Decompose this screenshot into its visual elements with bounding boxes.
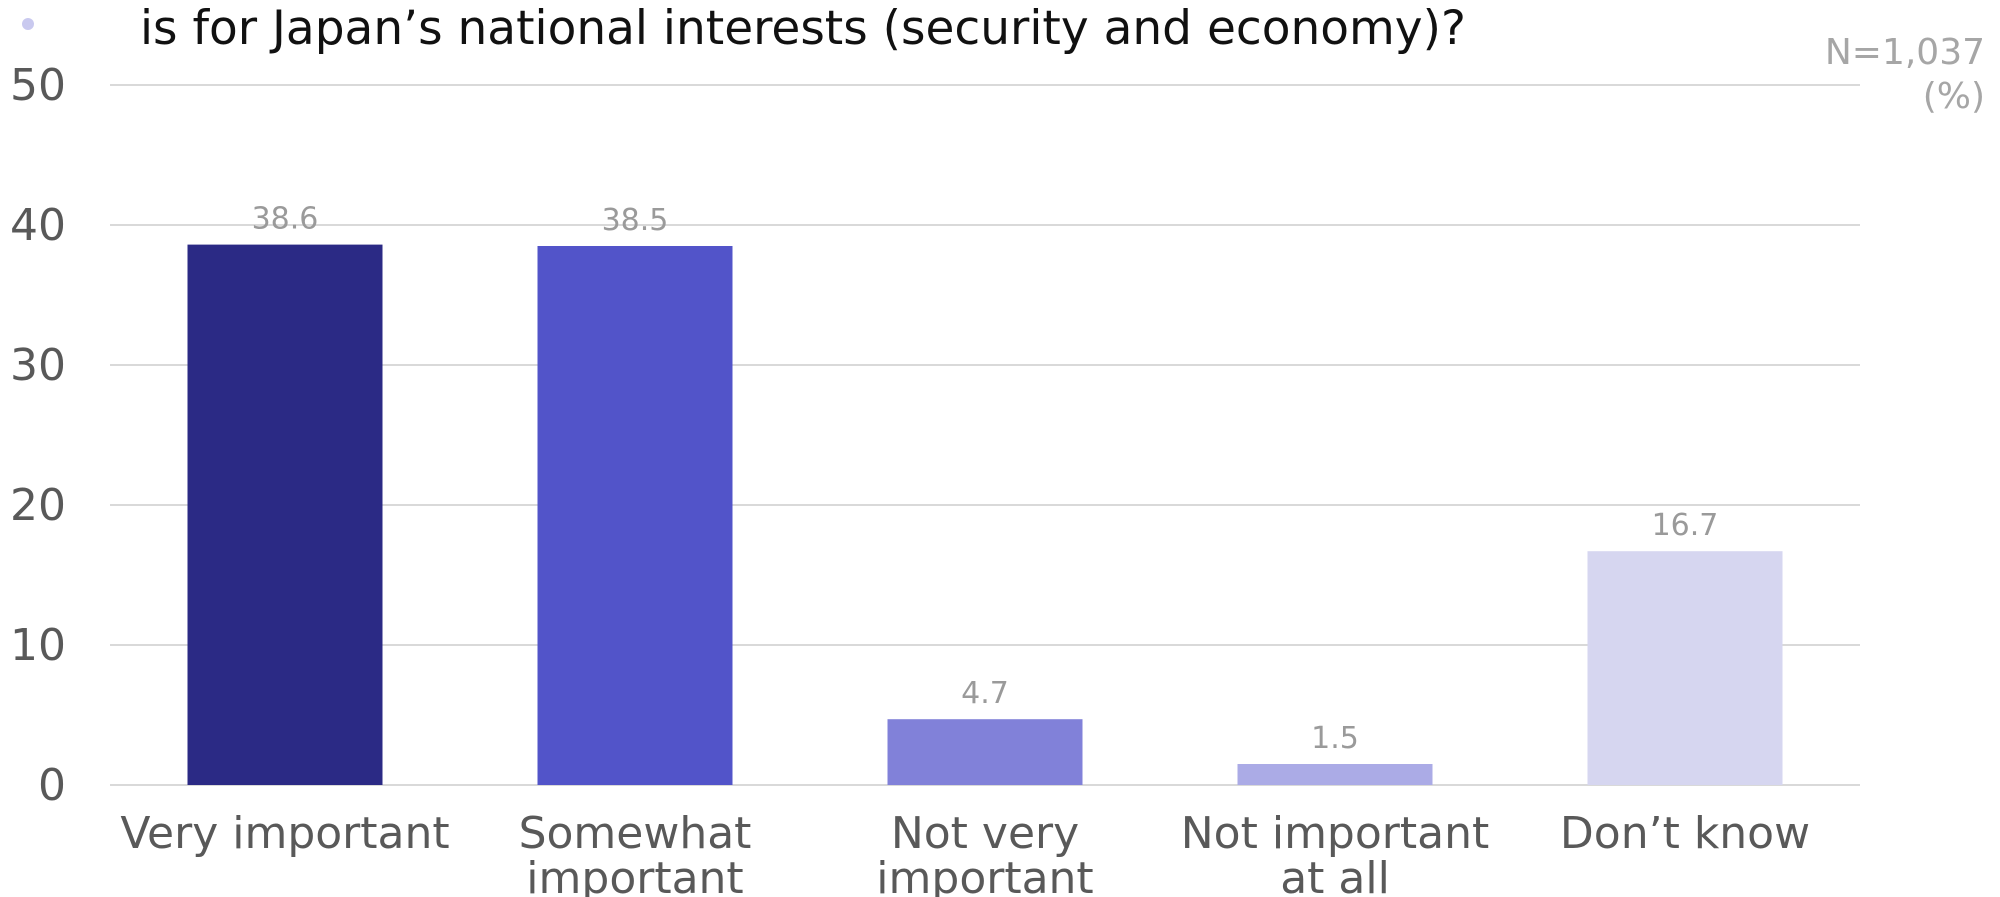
bar xyxy=(187,244,383,786)
y-tick-label: 10 xyxy=(10,620,66,671)
y-tick-label: 30 xyxy=(10,340,66,391)
category-label: important xyxy=(876,853,1093,897)
y-axis-ticks: 0 10 20 30 40 50 xyxy=(10,60,66,811)
category-label: at all xyxy=(1280,853,1390,897)
chart-title: is for Japan’s national interests (secur… xyxy=(140,1,1466,56)
gridlines xyxy=(110,84,1860,786)
sample-size-note: N=1,037 xyxy=(1825,32,1985,73)
data-label: 1.5 xyxy=(1311,721,1359,756)
data-label: 16.7 xyxy=(1652,508,1719,543)
y-tick-label: 40 xyxy=(10,200,66,251)
category-label: Not very xyxy=(891,808,1079,859)
data-label: 38.5 xyxy=(602,203,669,238)
value-labels: 38.6 38.5 4.7 1.5 16.7 xyxy=(252,202,1719,756)
category-label: important xyxy=(526,853,743,897)
y-tick-label: 20 xyxy=(10,480,66,531)
bar xyxy=(1587,551,1783,785)
bars xyxy=(187,244,1783,786)
y-tick-label: 0 xyxy=(38,760,66,811)
category-label: Somewhat xyxy=(519,808,752,859)
category-label: Don’t know xyxy=(1560,808,1810,859)
unit-note: (%) xyxy=(1923,76,1985,117)
bar xyxy=(887,719,1083,785)
decorative-dot xyxy=(22,18,34,30)
category-label: Not important xyxy=(1181,808,1489,859)
category-label: Very important xyxy=(120,808,449,859)
bar xyxy=(1237,764,1433,785)
bar xyxy=(537,246,733,785)
data-label: 4.7 xyxy=(961,676,1009,711)
data-label: 38.6 xyxy=(252,202,319,237)
y-tick-label: 50 xyxy=(10,60,66,111)
